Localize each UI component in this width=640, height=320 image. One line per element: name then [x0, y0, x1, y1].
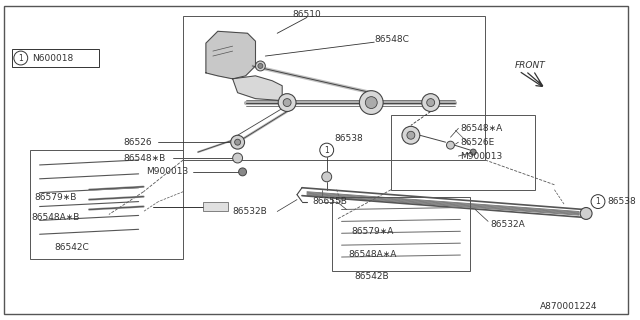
Text: 1: 1 — [596, 197, 600, 206]
Text: 86579∗B: 86579∗B — [35, 193, 77, 202]
Circle shape — [360, 91, 383, 115]
Text: 86526E: 86526E — [460, 138, 495, 147]
Text: 86532A: 86532A — [490, 220, 525, 229]
Text: M900013: M900013 — [460, 152, 502, 161]
Text: 86542B: 86542B — [354, 272, 388, 281]
Text: 86548C: 86548C — [374, 35, 409, 44]
Text: 86526: 86526 — [124, 138, 152, 147]
Circle shape — [447, 141, 454, 149]
Text: 86538: 86538 — [335, 134, 364, 143]
Text: 86538: 86538 — [607, 197, 636, 206]
Circle shape — [580, 208, 592, 220]
Circle shape — [278, 94, 296, 111]
Text: 86542C: 86542C — [54, 243, 89, 252]
Circle shape — [320, 143, 333, 157]
Circle shape — [14, 51, 28, 65]
Bar — [12, 49, 99, 67]
Text: 86510: 86510 — [292, 10, 321, 19]
Text: 86579∗A: 86579∗A — [351, 227, 394, 236]
Circle shape — [258, 63, 263, 68]
Text: 86548A∗B: 86548A∗B — [32, 213, 80, 222]
Circle shape — [235, 139, 241, 145]
Text: A870001224: A870001224 — [540, 302, 597, 311]
Polygon shape — [233, 76, 282, 100]
Circle shape — [422, 94, 440, 111]
Text: 86548∗A: 86548∗A — [460, 124, 502, 133]
Text: 86548A∗A: 86548A∗A — [349, 250, 397, 259]
Text: N600018: N600018 — [32, 53, 73, 62]
Circle shape — [365, 97, 377, 108]
Polygon shape — [206, 31, 255, 79]
Bar — [332, 196, 470, 271]
Text: 86655B: 86655B — [313, 197, 348, 206]
Bar — [29, 150, 183, 259]
Circle shape — [230, 135, 244, 149]
Circle shape — [233, 153, 243, 163]
Text: FRONT: FRONT — [515, 61, 545, 70]
Text: M900013: M900013 — [147, 167, 189, 176]
Circle shape — [322, 172, 332, 182]
Circle shape — [407, 131, 415, 139]
Circle shape — [470, 149, 476, 155]
Circle shape — [239, 168, 246, 176]
Circle shape — [255, 61, 266, 71]
Text: 86532B: 86532B — [233, 207, 268, 216]
Circle shape — [591, 195, 605, 209]
Bar — [183, 16, 485, 160]
Text: 1: 1 — [19, 53, 23, 62]
Text: 1: 1 — [324, 146, 329, 155]
Bar — [203, 202, 228, 212]
Bar — [391, 116, 534, 190]
Text: 86548∗B: 86548∗B — [124, 154, 166, 163]
Circle shape — [402, 126, 420, 144]
Circle shape — [427, 99, 435, 107]
Circle shape — [283, 99, 291, 107]
